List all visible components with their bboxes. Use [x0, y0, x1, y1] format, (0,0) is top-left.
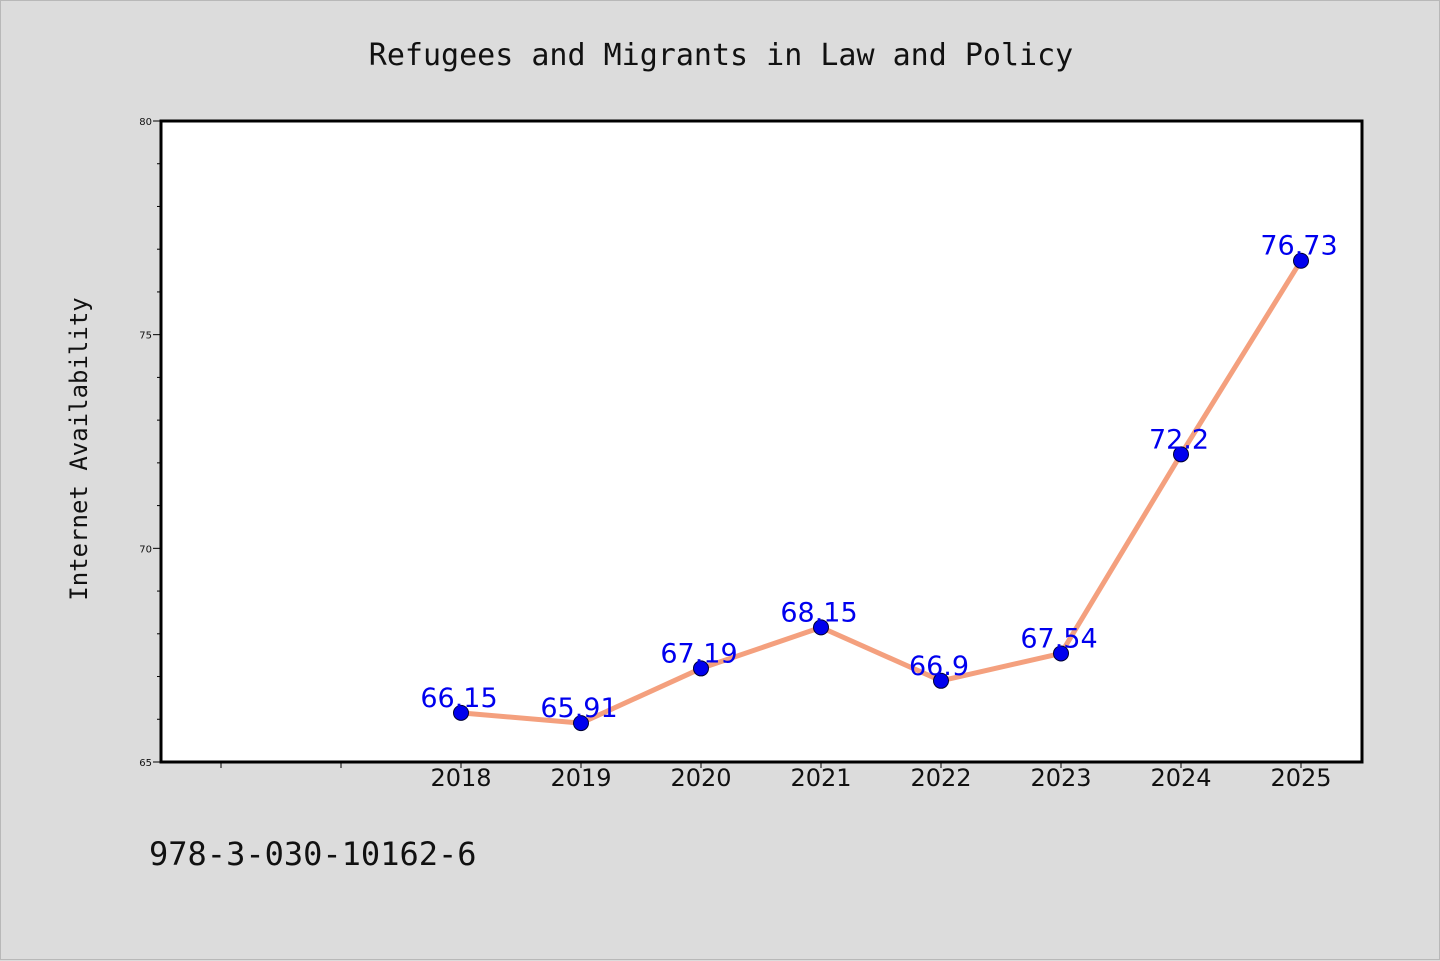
data-point — [813, 619, 829, 636]
y-tick-label: 75 — [139, 331, 152, 342]
y-tick-label: 70 — [139, 544, 152, 555]
data-label: 68.15 — [780, 597, 857, 628]
series-line — [458, 258, 1304, 726]
data-label: 72.2 — [1149, 424, 1209, 455]
data-point — [1293, 252, 1309, 269]
data-point — [1053, 645, 1069, 662]
y-axis-label: Internet Availability — [65, 297, 93, 600]
data-point — [573, 715, 589, 732]
x-tick-label: 2021 — [790, 764, 851, 792]
data-label: 76.73 — [1260, 231, 1337, 262]
isbn-footer: 978-3-030-10162-6 — [149, 835, 477, 873]
data-label: 66.9 — [909, 651, 969, 682]
data-point — [1173, 446, 1189, 463]
data-labels-layer: 66.15 65.91 67.19 68.15 66.9 67.54 72.2 76.73 — [420, 231, 1337, 724]
data-label: 67.19 — [660, 638, 737, 669]
x-tick-label: 2023 — [1030, 764, 1091, 792]
chart-title: Refugees and Migrants in Law and Policy — [369, 38, 1073, 73]
x-tick-label: 2018 — [430, 764, 491, 792]
data-label: 65.91 — [540, 693, 617, 724]
series-line-layer — [458, 258, 1304, 726]
x-tick-label: 2022 — [910, 764, 971, 792]
data-label: 66.15 — [420, 683, 497, 714]
data-point — [453, 704, 469, 721]
x-tick-label: 2020 — [670, 764, 731, 792]
data-label: 67.54 — [1020, 623, 1097, 654]
x-tick-label: 2024 — [1150, 764, 1211, 792]
axis-ticks: 65 70 75 80 2018 2019 2020 2021 2022 2023 2024 2025 — [139, 117, 1331, 792]
markers-layer — [453, 252, 1309, 732]
x-tick-label: 2019 — [550, 764, 611, 792]
y-tick-label: 65 — [139, 758, 152, 769]
data-point — [693, 660, 709, 677]
x-tick-label: 2025 — [1270, 764, 1331, 792]
plot-area — [159, 119, 1364, 764]
data-point — [933, 672, 949, 689]
y-tick-label: 80 — [139, 117, 152, 128]
